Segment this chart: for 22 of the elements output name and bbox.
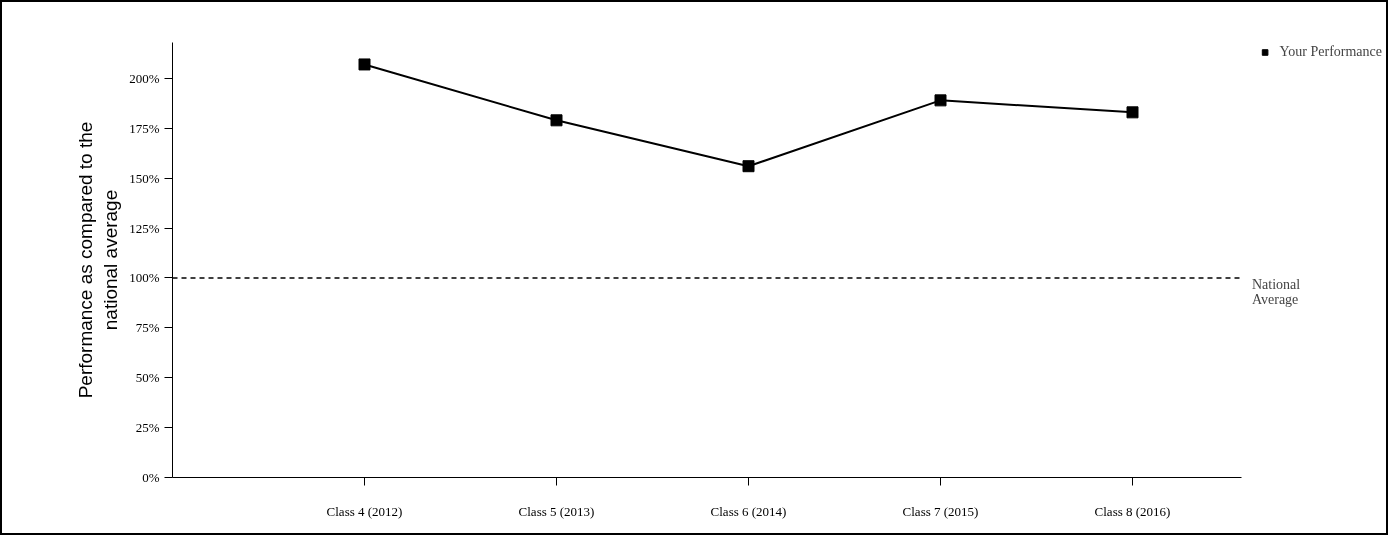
point [1126,106,1139,119]
y-tick-label: 50% [135,370,160,386]
y-tick-label: 75% [135,320,160,336]
y-tick-label: 125% [129,220,160,236]
x-tick-label: Class 5 (2013) [518,503,595,519]
x-tick-label: Class 6 (2014) [710,503,787,519]
y-axis-title: Performance as compared to the national average [74,121,122,399]
y-tick-label: 200% [129,70,160,86]
legend-label: Your Performance [1279,44,1382,60]
ref-line-label: National Average [1251,276,1301,307]
x-tick-label: Class 8 (2016) [1094,503,1171,519]
y-tick-label: 150% [129,170,160,186]
y-tick-label: 25% [135,420,160,436]
y-tick-label: 175% [129,120,160,136]
y-tick-label: 0% [142,470,160,485]
x-tick-label: Class 7 (2015) [902,503,979,519]
point [550,114,563,127]
point [742,160,755,173]
y-tick-label: 100% [129,270,160,286]
point [358,58,371,71]
x-tick-label: Class 4 (2012) [326,503,403,519]
point [934,94,947,107]
